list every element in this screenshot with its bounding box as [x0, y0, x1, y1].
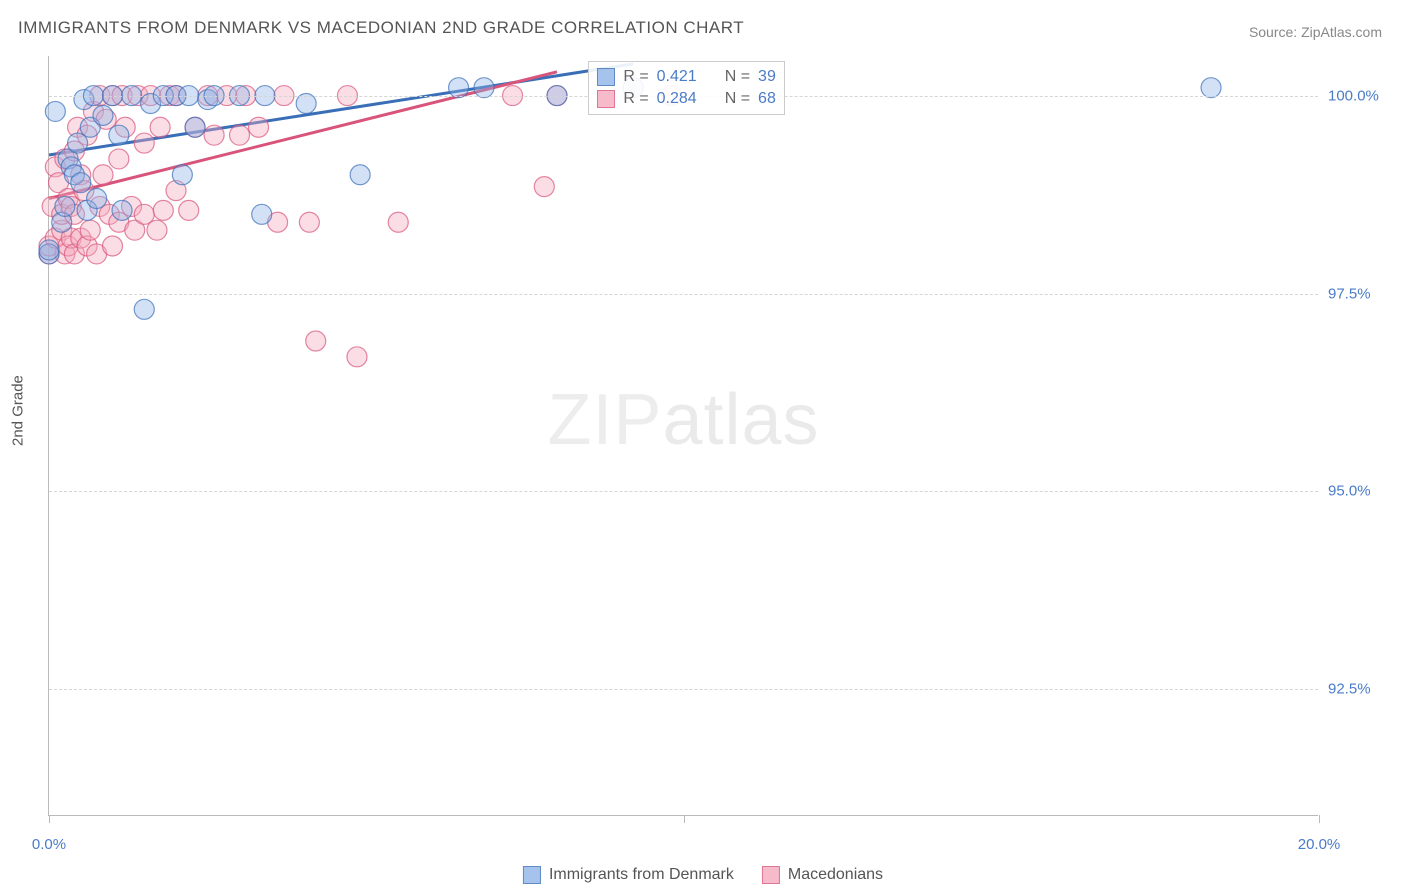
legend-swatch [762, 866, 780, 884]
chart-title: IMMIGRANTS FROM DENMARK VS MACEDONIAN 2N… [18, 18, 744, 38]
legend-r-value: 0.421 [657, 68, 697, 86]
x-tick-label: 0.0% [32, 836, 66, 853]
scatter-point [93, 105, 113, 125]
legend-label: Macedonians [788, 866, 883, 884]
legend-r-label: R = [623, 68, 648, 86]
legend-row: R = 0.284 N = 68 [597, 88, 776, 110]
scatter-point [150, 117, 170, 137]
x-tick [49, 815, 50, 823]
scatter-point [39, 240, 59, 260]
scatter-point [112, 200, 132, 220]
y-tick-label: 92.5% [1328, 681, 1396, 698]
scatter-point [388, 212, 408, 232]
gridline-h [49, 491, 1318, 492]
scatter-point [230, 125, 250, 145]
legend-n-label: N = [725, 68, 750, 86]
scatter-point [249, 117, 269, 137]
legend-label: Immigrants from Denmark [549, 866, 734, 884]
legend-swatch [523, 866, 541, 884]
legend-row: R = 0.421 N = 39 [597, 66, 776, 88]
legend-item: Immigrants from Denmark [523, 866, 734, 884]
scatter-point [185, 117, 205, 137]
legend-r-label: R = [623, 90, 648, 108]
scatter-point [45, 101, 65, 121]
legend-bottom: Immigrants from Denmark Macedonians [523, 866, 883, 884]
scatter-point [299, 212, 319, 232]
legend-correlation: R = 0.421 N = 39 R = 0.284 N = 68 [588, 61, 785, 115]
plot-area: ZIPatlas 92.5%95.0%97.5%100.0%0.0%20.0%R… [48, 56, 1318, 816]
scatter-point [306, 331, 326, 351]
scatter-point [172, 165, 192, 185]
scatter-point [103, 236, 123, 256]
scatter-point [204, 125, 224, 145]
scatter-point [179, 200, 199, 220]
scatter-point [134, 133, 154, 153]
scatter-point [109, 149, 129, 169]
scatter-point [153, 200, 173, 220]
y-tick-label: 97.5% [1328, 285, 1396, 302]
legend-n-value: 39 [758, 68, 776, 86]
legend-item: Macedonians [762, 866, 883, 884]
scatter-point [109, 125, 129, 145]
scatter-point [71, 173, 91, 193]
y-axis-label: 2nd Grade [10, 375, 27, 446]
scatter-point [134, 299, 154, 319]
gridline-h [49, 294, 1318, 295]
y-tick-label: 100.0% [1328, 87, 1396, 104]
scatter-point [93, 165, 113, 185]
scatter-point [147, 220, 167, 240]
y-tick-label: 95.0% [1328, 483, 1396, 500]
x-tick [684, 815, 685, 823]
scatter-point [534, 177, 554, 197]
x-tick [1319, 815, 1320, 823]
legend-swatch [597, 68, 615, 86]
scatter-point [252, 204, 272, 224]
scatter-point [347, 347, 367, 367]
scatter-point [80, 220, 100, 240]
legend-n-value: 68 [758, 90, 776, 108]
gridline-h [49, 689, 1318, 690]
legend-swatch [597, 90, 615, 108]
legend-n-label: N = [725, 90, 750, 108]
x-tick-label: 20.0% [1298, 836, 1341, 853]
scatter-point [55, 196, 75, 216]
source-label: Source: ZipAtlas.com [1249, 24, 1382, 40]
legend-r-value: 0.284 [657, 90, 697, 108]
scatter-point [350, 165, 370, 185]
scatter-point [87, 189, 107, 209]
chart-svg [49, 56, 1318, 815]
